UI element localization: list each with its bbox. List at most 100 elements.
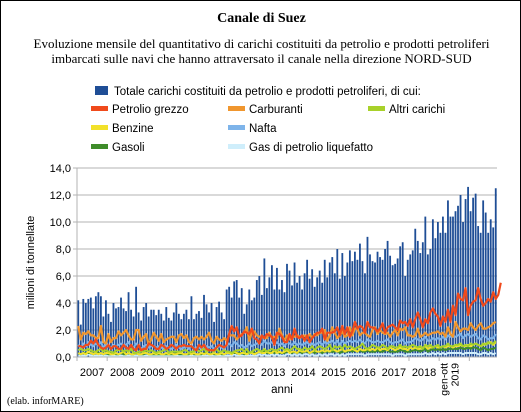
bar-totale bbox=[94, 296, 97, 357]
bar-totale bbox=[371, 261, 374, 357]
bar-totale bbox=[406, 259, 409, 357]
bar-totale bbox=[296, 282, 298, 357]
y-tick-label: 10,0 bbox=[50, 217, 71, 229]
legend-label-gasoli: Gasoli bbox=[112, 142, 145, 154]
legend-swatch-benzine bbox=[91, 125, 108, 131]
bar-totale bbox=[359, 243, 361, 357]
bar-totale bbox=[253, 297, 256, 357]
bar-totale bbox=[462, 222, 464, 357]
legend-swatch-gpl bbox=[228, 144, 245, 150]
bar-totale bbox=[165, 307, 168, 357]
legend-swatch-petrolio-grezzo bbox=[91, 106, 108, 112]
legend-label-petrolio-grezzo: Petrolio grezzo bbox=[112, 104, 189, 116]
bar-totale bbox=[429, 249, 432, 357]
legend-swatch-carburanti bbox=[228, 106, 245, 112]
bar-totale bbox=[248, 289, 251, 357]
bar-totale bbox=[190, 296, 193, 357]
legend-item-altri-carichi: Altri carichi bbox=[368, 103, 445, 117]
x-tick-label: 2010 bbox=[170, 367, 194, 379]
bar-totale bbox=[308, 278, 311, 357]
bar-totale bbox=[258, 276, 261, 357]
legend-item-gpl: Gas di petrolio liquefatto bbox=[228, 141, 373, 155]
x-tick-label: 2012 bbox=[231, 367, 255, 379]
bar-totale bbox=[271, 265, 273, 357]
bar-totale bbox=[411, 250, 414, 357]
bar-totale bbox=[220, 312, 223, 357]
bar-totale bbox=[421, 242, 424, 357]
bar-totale bbox=[135, 286, 138, 357]
bar-totale bbox=[439, 232, 442, 357]
bar-totale bbox=[172, 312, 175, 357]
bar-totale bbox=[243, 313, 246, 357]
line-benzine bbox=[77, 341, 497, 356]
bar-totale bbox=[333, 273, 336, 357]
bar-totale bbox=[323, 259, 326, 357]
bar-totale bbox=[364, 273, 366, 357]
y-tick-label: 14,0 bbox=[50, 163, 71, 175]
bar-totale bbox=[97, 292, 100, 357]
legend-label-totale: Totale carichi costituiti da petrolio e … bbox=[114, 86, 421, 98]
chart-subtitle-line-2: imbarcati sulle navi che hanno attravers… bbox=[51, 51, 472, 66]
line-series bbox=[77, 282, 502, 357]
bar-totale bbox=[348, 250, 351, 357]
bar-totale bbox=[150, 309, 153, 357]
bar-totale bbox=[301, 289, 303, 357]
axes bbox=[73, 167, 497, 361]
y-tick-label: 6,0 bbox=[56, 271, 71, 283]
bar-totale bbox=[343, 276, 346, 357]
bar-totale bbox=[459, 195, 462, 357]
x-tick-label: 2017 bbox=[382, 367, 406, 379]
bar-totale bbox=[145, 303, 148, 357]
bar-totale bbox=[416, 240, 419, 357]
bar-totale bbox=[482, 200, 485, 357]
bar-totale bbox=[331, 257, 334, 357]
bar-totale bbox=[354, 251, 356, 357]
legend-item-totale: Totale carichi costituiti da petrolio e … bbox=[95, 85, 421, 99]
legend-swatch-totale bbox=[95, 86, 108, 96]
x-tick-label: 2016 bbox=[351, 367, 375, 379]
bar-totale bbox=[286, 263, 288, 357]
x-tick-label: 2018 bbox=[412, 367, 436, 379]
bar-totale bbox=[185, 309, 188, 357]
bar-totale bbox=[384, 249, 386, 357]
bar-totale bbox=[401, 242, 404, 357]
x-axis-title: anni bbox=[271, 384, 293, 396]
bar-totale bbox=[336, 249, 339, 357]
bar-totale bbox=[436, 222, 439, 357]
bar-totale bbox=[142, 307, 145, 357]
bar-series bbox=[77, 186, 497, 357]
bar-totale bbox=[120, 297, 122, 357]
bar-totale bbox=[112, 303, 115, 357]
bar-totale bbox=[180, 319, 183, 357]
bar-totale bbox=[188, 319, 190, 357]
bar-totale bbox=[487, 232, 490, 357]
bar-totale bbox=[467, 186, 469, 357]
legend-item-nafta: Nafta bbox=[228, 122, 277, 136]
bar-totale bbox=[273, 289, 276, 357]
bar-totale bbox=[444, 232, 447, 357]
bar-totale bbox=[205, 304, 208, 357]
x-tick-label: 2008 bbox=[110, 367, 134, 379]
y-axis-title: milioni di tonnellate bbox=[25, 216, 37, 310]
bar-totale bbox=[127, 292, 130, 357]
x-tick-label-last: 2019 bbox=[450, 363, 462, 387]
bar-totale bbox=[447, 200, 449, 357]
bar-totale bbox=[147, 316, 150, 357]
bar-totale bbox=[240, 288, 243, 357]
chart-title: Canale di Suez bbox=[217, 11, 306, 26]
bar-totale bbox=[170, 320, 173, 357]
y-tick-label: 4,0 bbox=[56, 298, 71, 310]
legend-item-gasoli: Gasoli bbox=[91, 141, 145, 155]
bar-totale bbox=[213, 321, 215, 357]
bar-totale bbox=[265, 288, 268, 357]
bar-totale bbox=[195, 313, 198, 357]
bar-totale bbox=[361, 261, 364, 357]
bar-totale bbox=[268, 277, 271, 357]
bar-totale bbox=[346, 262, 349, 357]
y-tick-label: 2,0 bbox=[56, 325, 71, 337]
bar-totale bbox=[288, 270, 291, 357]
legend-item-petrolio-grezzo: Petrolio grezzo bbox=[91, 103, 189, 117]
bar-totale bbox=[489, 219, 492, 357]
legend-label-gpl: Gas di petrolio liquefatto bbox=[249, 142, 374, 154]
x-tick-label: 2013 bbox=[261, 367, 285, 379]
